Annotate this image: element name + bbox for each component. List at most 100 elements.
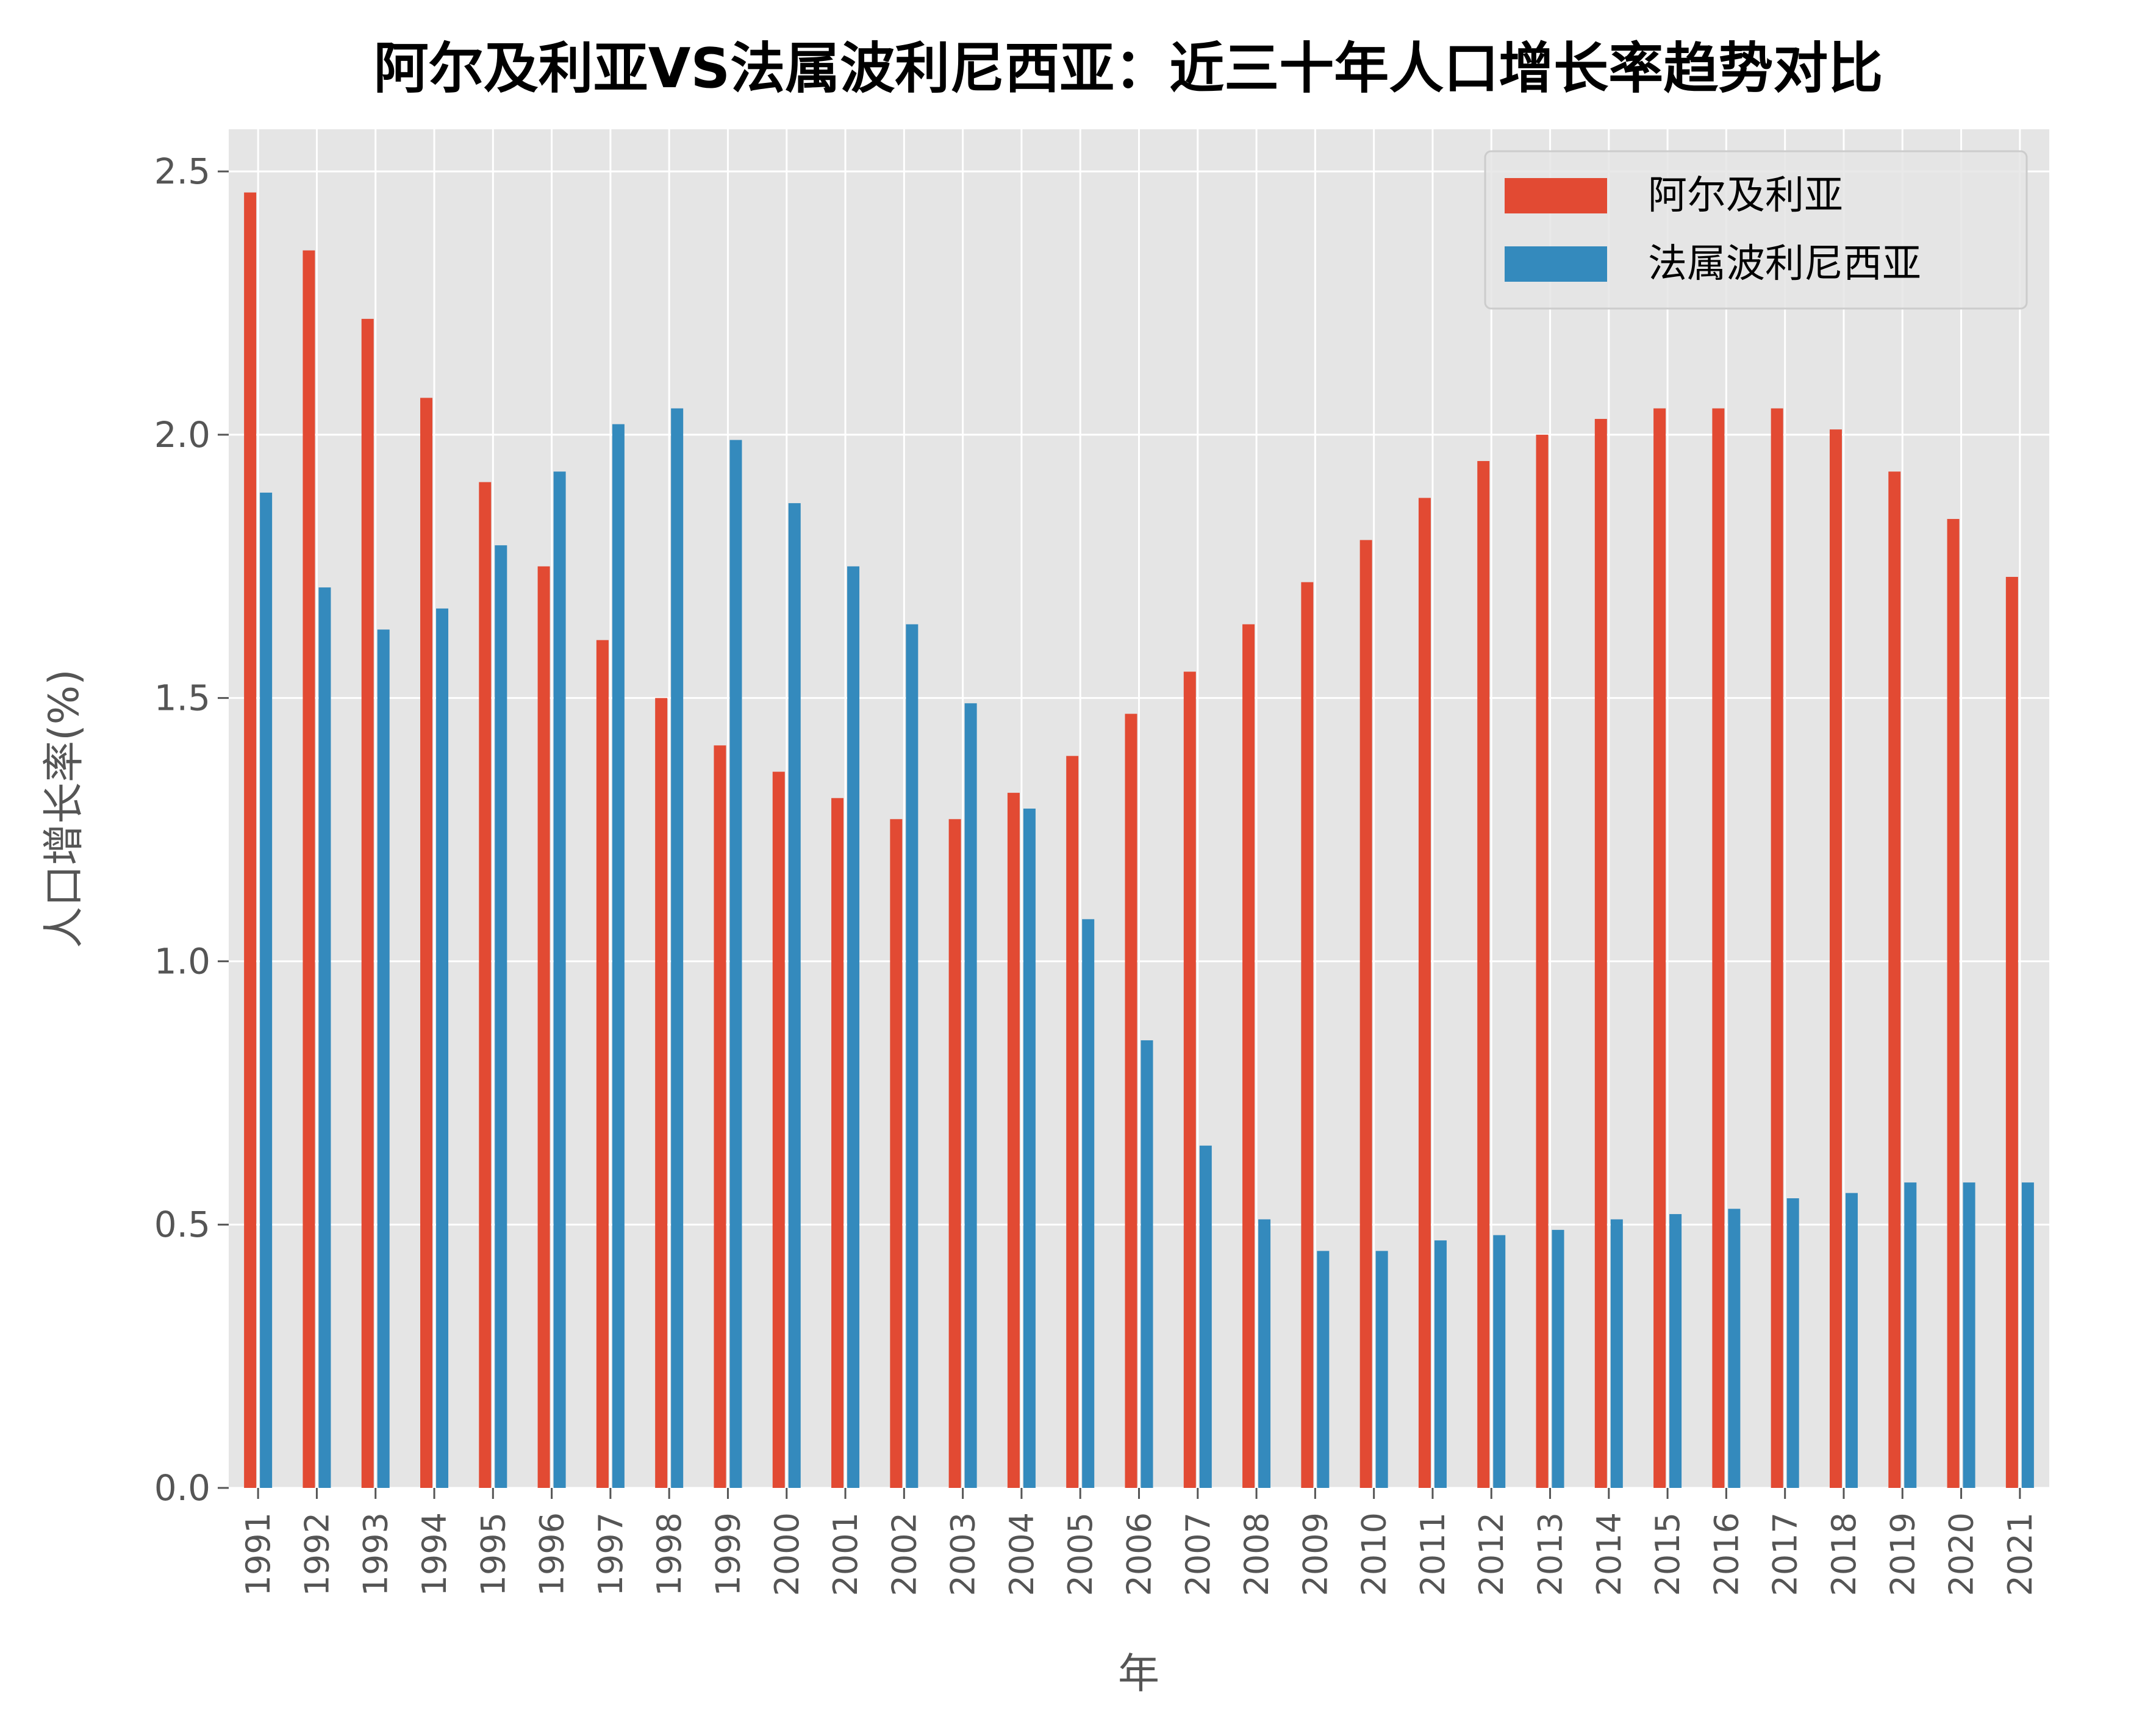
bar-french-polynesia — [1786, 1198, 1799, 1488]
bar-french-polynesia — [1141, 1040, 1153, 1488]
legend-label-french-polynesia: 法属波利尼西亚 — [1648, 241, 1921, 287]
bar-french-polynesia — [1493, 1235, 1506, 1488]
bar-algeria — [1125, 713, 1137, 1488]
bar-french-polynesia — [964, 703, 977, 1488]
bar-french-polynesia — [1610, 1219, 1623, 1488]
bar-algeria — [1242, 624, 1255, 1488]
bar-french-polynesia — [1669, 1214, 1682, 1488]
bar-french-polynesia — [260, 492, 273, 1488]
bar-french-polynesia — [1258, 1219, 1271, 1488]
x-tick-label: 2008 — [1237, 1512, 1276, 1596]
x-tick-label: 2013 — [1531, 1512, 1570, 1596]
bar-french-polynesia — [553, 471, 566, 1488]
grid-lines — [229, 129, 2049, 1489]
x-axis-label: 年 — [1118, 1650, 1159, 1698]
y-tick-label: 1.5 — [154, 677, 210, 719]
bar-algeria — [1947, 519, 1960, 1488]
bar-french-polynesia — [1845, 1193, 1858, 1488]
bar-french-polynesia — [495, 545, 507, 1488]
bar-algeria — [1007, 793, 1020, 1488]
bar-algeria — [655, 698, 668, 1488]
bars — [244, 192, 2034, 1489]
y-axis-label: 人口增长率(%) — [40, 669, 88, 948]
x-tick-label: 2018 — [1825, 1512, 1863, 1596]
x-tick-label: 2000 — [768, 1512, 806, 1596]
bar-french-polynesia — [1552, 1229, 1564, 1488]
bar-algeria — [479, 482, 492, 1489]
x-tick-label: 2017 — [1766, 1512, 1805, 1596]
x-tick-label: 1992 — [298, 1512, 336, 1596]
bar-algeria — [244, 192, 257, 1488]
bar-french-polynesia — [1082, 919, 1095, 1488]
bar-french-polynesia — [1199, 1145, 1212, 1488]
bar-algeria — [1712, 408, 1725, 1488]
y-tick-label: 0.0 — [154, 1467, 210, 1509]
bar-algeria — [2005, 577, 2018, 1488]
x-tick-label: 1997 — [592, 1512, 630, 1596]
bar-algeria — [1477, 461, 1490, 1488]
y-tick-label: 1.0 — [154, 940, 210, 982]
x-tick-label: 2015 — [1649, 1512, 1687, 1596]
bar-algeria — [1536, 434, 1549, 1489]
legend-label-algeria: 阿尔及利亚 — [1648, 173, 1843, 218]
x-tick-label: 2014 — [1590, 1512, 1628, 1596]
bar-french-polynesia — [1375, 1251, 1388, 1488]
bar-algeria — [1888, 471, 1901, 1488]
x-axis-ticks: 1991 1992 1993 1994 1995 1996 1997 1998 1999 2000… — [239, 1488, 2040, 1596]
x-tick-label: 2020 — [1943, 1512, 1981, 1596]
legend-swatch-french-polynesia — [1505, 246, 1607, 282]
bar-algeria — [420, 398, 433, 1488]
x-tick-label: 2016 — [1707, 1512, 1746, 1596]
bar-french-polynesia — [1434, 1240, 1447, 1488]
bar-algeria — [714, 745, 726, 1488]
bar-french-polynesia — [377, 629, 390, 1488]
x-tick-label: 2001 — [826, 1512, 865, 1596]
bar-algeria — [1183, 671, 1196, 1488]
y-axis-ticks: 0.0 0.5 1.0 1.5 2.0 2.5 — [154, 151, 229, 1509]
x-tick-label: 2021 — [2001, 1512, 2040, 1596]
x-tick-label: 2010 — [1355, 1512, 1394, 1596]
y-tick-label: 2.0 — [154, 414, 210, 456]
bar-french-polynesia — [612, 424, 625, 1488]
x-tick-label: 2009 — [1296, 1512, 1334, 1596]
legend-box — [1484, 150, 2028, 310]
x-tick-label: 2006 — [1120, 1512, 1159, 1596]
x-tick-label: 2019 — [1883, 1512, 1922, 1596]
bar-algeria — [1359, 540, 1372, 1488]
bar-french-polynesia — [318, 587, 331, 1489]
x-tick-label: 1993 — [357, 1512, 395, 1596]
bar-algeria — [772, 771, 785, 1488]
bar-algeria — [890, 819, 903, 1488]
legend: 阿尔及利亚 法属波利尼西亚 — [1484, 150, 2028, 310]
x-tick-label: 2011 — [1414, 1512, 1452, 1596]
bar-french-polynesia — [847, 566, 860, 1488]
bar-algeria — [1771, 408, 1783, 1488]
x-tick-label: 1994 — [415, 1512, 454, 1596]
x-tick-label: 1999 — [709, 1512, 747, 1596]
bar-algeria — [1653, 408, 1666, 1488]
bar-french-polynesia — [788, 503, 801, 1488]
bar-french-polynesia — [436, 608, 449, 1488]
bar-algeria — [303, 250, 315, 1489]
x-tick-label: 2004 — [1003, 1512, 1041, 1596]
bar-algeria — [596, 640, 609, 1488]
x-tick-label: 1995 — [474, 1512, 512, 1596]
bar-french-polynesia — [1904, 1182, 1917, 1488]
x-tick-label: 2005 — [1061, 1512, 1100, 1596]
x-tick-label: 2002 — [885, 1512, 923, 1596]
bar-french-polynesia — [1317, 1251, 1330, 1488]
bar-algeria — [1418, 498, 1431, 1488]
bar-algeria — [948, 819, 961, 1488]
bar-french-polynesia — [729, 440, 742, 1488]
y-tick-label: 2.5 — [154, 151, 210, 192]
bar-algeria — [1301, 582, 1314, 1488]
bar-algeria — [1594, 418, 1607, 1489]
x-tick-label: 2003 — [944, 1512, 983, 1596]
bar-algeria — [537, 566, 550, 1488]
bar-french-polynesia — [1728, 1209, 1741, 1488]
bar-algeria — [1829, 429, 1842, 1488]
bar-algeria — [361, 318, 374, 1488]
bar-french-polynesia — [1023, 809, 1036, 1488]
